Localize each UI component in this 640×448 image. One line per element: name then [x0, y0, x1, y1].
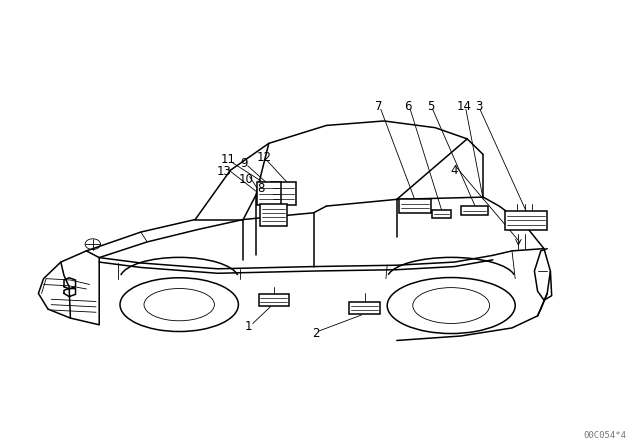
FancyBboxPatch shape [506, 211, 547, 230]
Text: 4: 4 [451, 164, 458, 177]
Ellipse shape [120, 278, 239, 332]
FancyBboxPatch shape [461, 206, 488, 215]
Text: 3: 3 [475, 100, 483, 113]
FancyBboxPatch shape [349, 302, 380, 314]
FancyBboxPatch shape [271, 182, 296, 205]
Text: 11: 11 [220, 153, 236, 167]
Text: 13: 13 [216, 164, 232, 178]
Text: 2: 2 [312, 327, 319, 340]
Text: 9: 9 [241, 157, 248, 170]
Text: 7: 7 [375, 100, 383, 113]
Text: 8: 8 [257, 181, 265, 195]
Text: 10: 10 [239, 172, 254, 186]
FancyBboxPatch shape [259, 294, 289, 306]
FancyBboxPatch shape [399, 199, 431, 213]
Ellipse shape [387, 277, 515, 333]
Text: 12: 12 [257, 151, 272, 164]
FancyBboxPatch shape [260, 204, 287, 226]
Text: 5: 5 [427, 100, 435, 113]
Text: 6: 6 [404, 100, 412, 113]
Text: 1: 1 [244, 319, 252, 333]
FancyBboxPatch shape [257, 182, 281, 205]
FancyBboxPatch shape [432, 210, 451, 218]
Text: 00C054*4: 00C054*4 [583, 431, 626, 440]
Text: 14: 14 [456, 100, 472, 113]
